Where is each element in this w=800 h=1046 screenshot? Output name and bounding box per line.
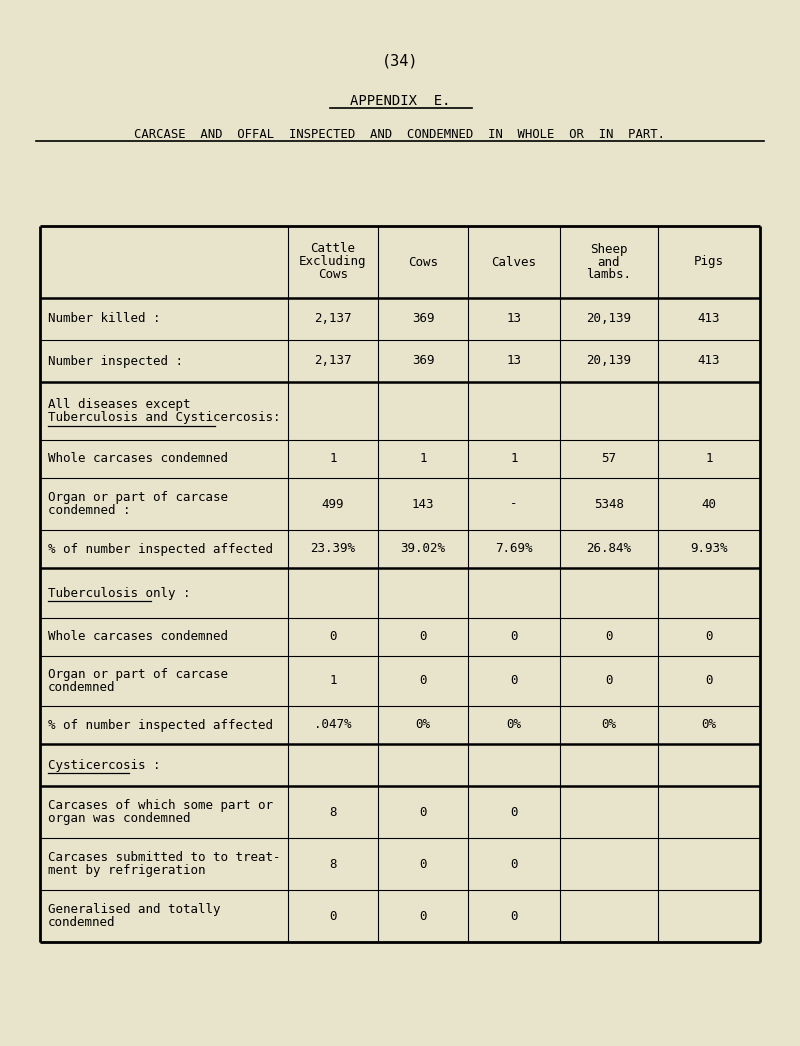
Text: 26.84%: 26.84%: [586, 543, 631, 555]
Text: 0: 0: [419, 675, 426, 687]
Text: 0: 0: [419, 910, 426, 923]
Text: 0: 0: [510, 631, 518, 643]
Text: 0: 0: [330, 910, 337, 923]
Text: 143: 143: [412, 498, 434, 510]
Text: Number killed :: Number killed :: [48, 313, 161, 325]
Text: Tuberculosis only :: Tuberculosis only :: [48, 587, 190, 599]
Text: 1: 1: [419, 453, 426, 465]
Text: (34): (34): [382, 53, 418, 68]
Text: APPENDIX  E.: APPENDIX E.: [350, 94, 450, 108]
Text: 0%: 0%: [602, 719, 617, 731]
Text: 0: 0: [510, 858, 518, 870]
Text: 57: 57: [602, 453, 617, 465]
Text: 369: 369: [412, 313, 434, 325]
Text: All diseases except: All diseases except: [48, 397, 190, 411]
Text: 13: 13: [506, 355, 522, 367]
Text: Pigs: Pigs: [694, 255, 724, 269]
Text: 499: 499: [322, 498, 344, 510]
Text: Excluding: Excluding: [299, 255, 366, 269]
Text: Organ or part of carcase: Organ or part of carcase: [48, 668, 228, 681]
Text: 0: 0: [706, 631, 713, 643]
Text: Tuberculosis and Cysticercosis:: Tuberculosis and Cysticercosis:: [48, 411, 281, 424]
Text: 369: 369: [412, 355, 434, 367]
Text: 1: 1: [510, 453, 518, 465]
Text: 0%: 0%: [702, 719, 717, 731]
Text: 0: 0: [330, 631, 337, 643]
Text: CARCASE  AND  OFFAL  INSPECTED  AND  CONDEMNED  IN  WHOLE  OR  IN  PART.: CARCASE AND OFFAL INSPECTED AND CONDEMNE…: [134, 128, 666, 140]
Text: .047%: .047%: [314, 719, 352, 731]
Text: Generalised and totally: Generalised and totally: [48, 903, 221, 916]
Text: Number inspected :: Number inspected :: [48, 355, 183, 367]
Text: Whole carcases condemned: Whole carcases condemned: [48, 631, 228, 643]
Text: 413: 413: [698, 355, 720, 367]
Text: condemned :: condemned :: [48, 504, 130, 517]
Text: 13: 13: [506, 313, 522, 325]
Text: Calves: Calves: [491, 255, 537, 269]
Text: 8: 8: [330, 805, 337, 819]
Text: Cows: Cows: [408, 255, 438, 269]
Text: % of number inspected affected: % of number inspected affected: [48, 719, 273, 731]
Text: condemned: condemned: [48, 681, 115, 695]
Text: 2,137: 2,137: [314, 313, 352, 325]
Text: 0: 0: [606, 675, 613, 687]
Text: 0: 0: [419, 631, 426, 643]
Text: Carcases of which some part or: Carcases of which some part or: [48, 799, 273, 812]
Text: 40: 40: [702, 498, 717, 510]
Text: 413: 413: [698, 313, 720, 325]
Text: Cows: Cows: [318, 269, 348, 281]
Text: % of number inspected affected: % of number inspected affected: [48, 543, 273, 555]
Text: 8: 8: [330, 858, 337, 870]
Text: 1: 1: [330, 453, 337, 465]
Text: 0: 0: [419, 858, 426, 870]
Text: 1: 1: [706, 453, 713, 465]
Text: organ was condemned: organ was condemned: [48, 812, 190, 825]
Text: Whole carcases condemned: Whole carcases condemned: [48, 453, 228, 465]
Text: Cysticercosis :: Cysticercosis :: [48, 758, 161, 772]
Text: 5348: 5348: [594, 498, 624, 510]
Text: 0: 0: [510, 910, 518, 923]
Text: condemned: condemned: [48, 916, 115, 929]
Text: 0%: 0%: [415, 719, 430, 731]
Text: 0%: 0%: [506, 719, 522, 731]
Text: 0: 0: [510, 805, 518, 819]
Text: lambs.: lambs.: [586, 269, 631, 281]
Text: Cattle: Cattle: [310, 243, 355, 255]
Text: Organ or part of carcase: Organ or part of carcase: [48, 491, 228, 504]
Text: ment by refrigeration: ment by refrigeration: [48, 864, 206, 878]
Text: Carcases submitted to to treat-: Carcases submitted to to treat-: [48, 850, 281, 864]
Text: and: and: [598, 255, 620, 269]
Text: 1: 1: [330, 675, 337, 687]
Text: 23.39%: 23.39%: [310, 543, 355, 555]
Text: 0: 0: [606, 631, 613, 643]
Text: 0: 0: [706, 675, 713, 687]
Text: 0: 0: [419, 805, 426, 819]
Text: 9.93%: 9.93%: [690, 543, 728, 555]
Text: 7.69%: 7.69%: [495, 543, 533, 555]
Text: 39.02%: 39.02%: [401, 543, 446, 555]
Text: 0: 0: [510, 675, 518, 687]
Text: 20,139: 20,139: [586, 313, 631, 325]
Text: Sheep: Sheep: [590, 243, 628, 255]
Text: -: -: [510, 498, 518, 510]
Text: 20,139: 20,139: [586, 355, 631, 367]
Text: 2,137: 2,137: [314, 355, 352, 367]
